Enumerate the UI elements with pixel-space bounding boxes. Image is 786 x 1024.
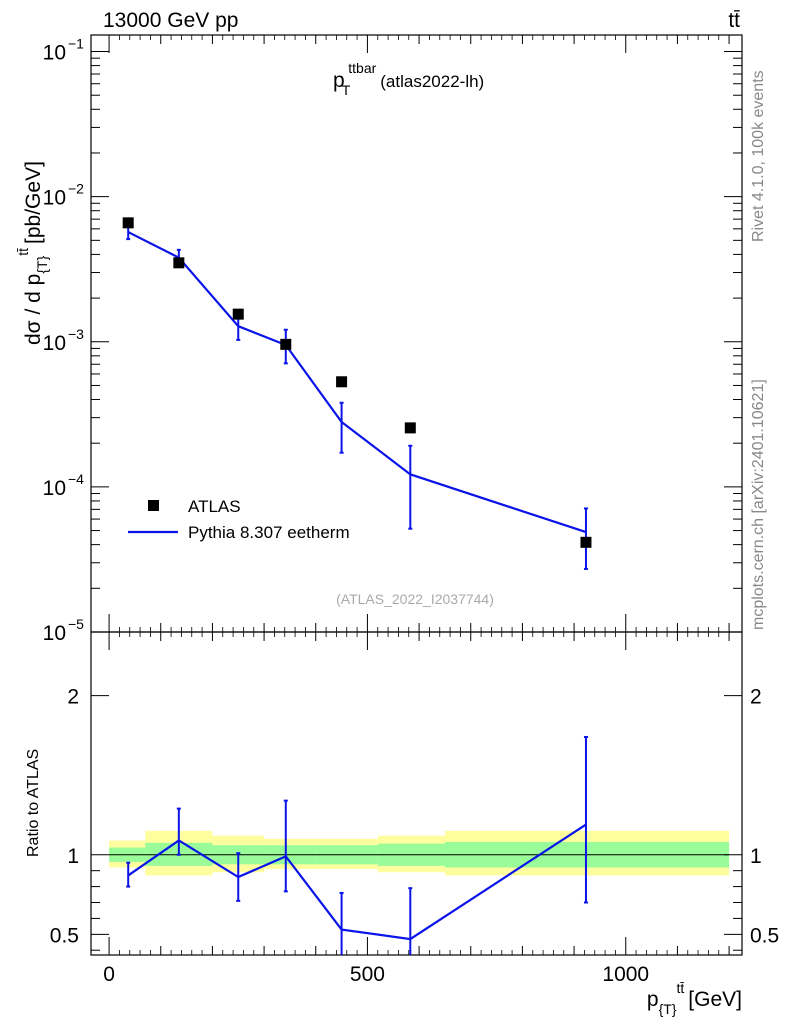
mcplots-label: mcplots.cern.ch [arXiv:2401.10621] (750, 379, 767, 630)
atlas-point-5 (404, 422, 416, 434)
main-y-ticks (91, 51, 742, 633)
main-y-axis-label: dσ / d p{T}tt̄ [pb/GeV] (15, 161, 50, 345)
ratio-ticks (91, 632, 742, 955)
plot-title: pTttbar(atlas2022-lh) (333, 60, 484, 98)
main-ylabel-unit: [pb/GeV] (22, 161, 45, 244)
atlas-point-4 (336, 376, 348, 388)
plot-title-sub: T (342, 82, 351, 98)
main-y-tick-labels: 10−510−410−310−210−1 (43, 36, 85, 645)
ratio-ytick-1-left: 1 (67, 845, 79, 868)
ratio-ytick-0.5-left: 0.5 (50, 924, 79, 947)
legend-atlas-label: ATLAS (188, 497, 241, 516)
ratio-ytick-0.5-right: 0.5 (750, 924, 779, 947)
xlabel-sup: tt̄ (677, 980, 685, 996)
plot-title-main: p (333, 69, 345, 92)
main-ylabel-main: dσ / d p (22, 274, 45, 345)
xtick-label-0: 0 (103, 963, 115, 986)
ratio-ytick-2-right: 2 (750, 686, 762, 709)
xtick-label-1000: 1000 (602, 963, 649, 986)
main-ylabel-sub: {T} (34, 255, 50, 273)
ratio-y-axis-label: Ratio to ATLAS (25, 749, 42, 857)
atlas-point-1 (173, 257, 185, 269)
main-ytick-label-3: 10 (43, 187, 66, 210)
main-ytick-label-1: 10 (43, 477, 66, 500)
analysis-id: (ATLAS_2022_I2037744) (336, 591, 494, 607)
pythia-line (127, 231, 587, 534)
main-ytick-exp-0: −5 (68, 616, 84, 632)
ratio-panel: 0.5 1 2 0.5 1 2 Ratio to ATLAS 0 500 100… (25, 631, 779, 1017)
main-ytick-label-0: 10 (43, 622, 66, 645)
energy-label: 13000 GeV pp (103, 9, 238, 32)
plot-title-suffix: (atlas2022-lh) (380, 72, 484, 91)
main-frame (90, 34, 743, 633)
ratio-uncertainty-bands (109, 830, 730, 876)
main-ylabel-sup: tt̄ (15, 248, 31, 256)
main-panel: 10−510−410−310−210−1 pTttbar(atlas2022-l… (15, 34, 743, 645)
xlabel-main: p (647, 988, 659, 1011)
main-data-marks (122, 217, 592, 570)
main-ytick-exp-3: −2 (68, 181, 84, 197)
ratio-data-marks (126, 736, 588, 955)
xtick-label-500: 500 (350, 963, 385, 986)
rivet-label: Rivet 4.1.0, 100k events (750, 70, 767, 242)
main-ytick-exp-4: −1 (68, 36, 84, 52)
main-ytick-exp-2: −3 (68, 326, 84, 342)
atlas-point-6 (580, 536, 592, 548)
legend-atlas-marker (148, 500, 159, 511)
ratio-ytick-2-left: 2 (67, 686, 79, 709)
main-x-ticks (108, 35, 730, 632)
main-ytick-label-4: 10 (43, 42, 66, 65)
atlas-point-2 (232, 308, 244, 320)
atlas-point-3 (280, 338, 292, 350)
process-label: tt̄ (728, 9, 740, 32)
x-axis-label: p{T}tt̄ [GeV] (647, 980, 742, 1017)
main-ytick-label-2: 10 (43, 332, 66, 355)
xlabel-sub: {T} (659, 1001, 677, 1017)
ratio-frame (90, 631, 743, 956)
ratio-ytick-1-right: 1 (750, 845, 762, 868)
xlabel-unit: [GeV] (688, 988, 742, 1011)
legend: ATLAS Pythia 8.307 eetherm (128, 497, 350, 542)
plot-title-sup: ttbar (348, 60, 376, 76)
legend-pythia-label: Pythia 8.307 eetherm (188, 523, 350, 542)
atlas-point-0 (122, 217, 134, 229)
main-ytick-exp-1: −4 (68, 471, 84, 487)
